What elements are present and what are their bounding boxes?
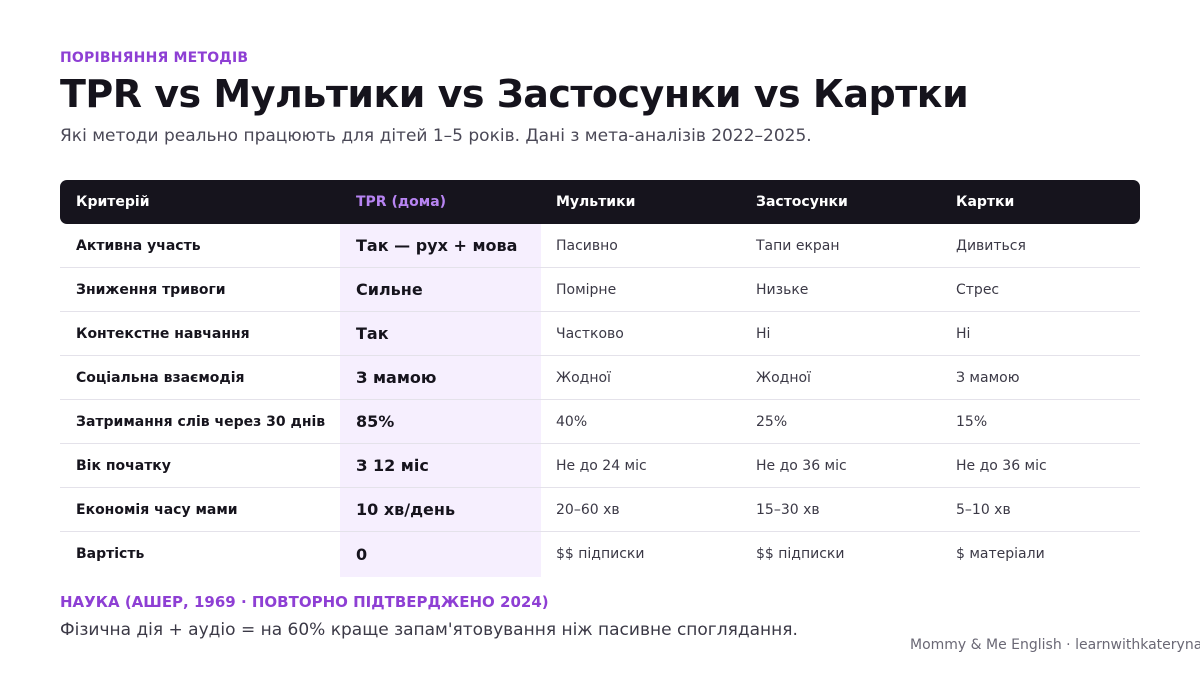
table-row: Затримання слів через 30 днів 85% 40% 25… <box>60 400 1140 444</box>
apps-cell: Тапи екран <box>756 237 840 254</box>
criterion-cell: Зниження тривоги <box>76 281 226 298</box>
tpr-cell: 85% <box>356 412 395 431</box>
science-heading: НАУКА (АШЕР, 1969 · ПОВТОРНО ПІДТВЕРДЖЕН… <box>60 593 549 611</box>
tpr-cell: 0 <box>356 544 368 564</box>
table-row: Вартість 0 $$ підписки $$ підписки $ мат… <box>60 532 1140 576</box>
table-row: Активна участь Так — рух + мова Пасивно … <box>60 224 1140 268</box>
flashcards-cell: Дивиться <box>956 237 1026 254</box>
tpr-column-highlight <box>340 224 541 577</box>
apps-cell: 25% <box>756 413 788 430</box>
criterion-cell: Соціальна взаємодія <box>76 369 245 386</box>
page-subtitle: Які методи реально працюють для дітей 1–… <box>60 126 812 146</box>
cartoons-cell: 20–60 хв <box>556 501 620 518</box>
apps-cell: Не до 36 міс <box>756 457 847 474</box>
criterion-cell: Затримання слів через 30 днів <box>76 413 326 430</box>
apps-cell: Низьке <box>756 281 809 298</box>
criterion-cell: Активна участь <box>76 237 201 254</box>
flashcards-cell: З мамою <box>956 369 1020 386</box>
eyebrow-label: ПОРІВНЯННЯ МЕТОДІВ <box>60 50 249 66</box>
column-header-tpr: TPR (дома) <box>356 194 447 210</box>
flashcards-cell: Не до 36 міс <box>956 457 1047 474</box>
footer-credit: Mommy & Me English · learnwithkateryna. <box>910 637 1200 653</box>
apps-cell: Жодної <box>756 369 811 386</box>
tpr-cell: Так <box>356 324 389 343</box>
flashcards-cell: Ні <box>956 325 971 342</box>
column-header-apps: Застосунки <box>756 194 848 210</box>
cartoons-cell: Жодної <box>556 369 611 386</box>
criterion-cell: Економія часу мами <box>76 501 238 518</box>
table-row: Економія часу мами 10 хв/день 20–60 хв 1… <box>60 488 1140 532</box>
tpr-cell: З мамою <box>356 368 437 387</box>
tpr-cell: З 12 міс <box>356 456 429 475</box>
flashcards-cell: $ матеріали <box>956 546 1045 562</box>
table-row: Вік початку З 12 міс Не до 24 міс Не до … <box>60 444 1140 488</box>
cartoons-cell: Частково <box>556 325 624 342</box>
cartoons-cell: Пасивно <box>556 237 618 254</box>
table-row: Соціальна взаємодія З мамою Жодної Жодно… <box>60 356 1140 400</box>
flashcards-cell: 15% <box>956 413 988 430</box>
cartoons-cell: Помірне <box>556 281 617 298</box>
criterion-cell: Контекстне навчання <box>76 325 250 342</box>
criterion-cell: Вік початку <box>76 457 171 474</box>
page-title: TPR vs Мультики vs Застосунки vs Картки <box>60 72 969 116</box>
tpr-cell: Так — рух + мова <box>356 236 518 255</box>
tpr-cell: 10 хв/день <box>356 500 456 519</box>
table-header: Критерій TPR (дома) Мультики Застосунки … <box>60 180 1140 224</box>
cartoons-cell: $$ підписки <box>556 546 645 562</box>
flashcards-cell: Стрес <box>956 281 1000 298</box>
science-text: Фізична дія + аудіо = на 60% краще запам… <box>60 620 798 640</box>
tpr-cell: Сильне <box>356 280 423 299</box>
criterion-cell: Вартість <box>76 546 145 562</box>
column-header-cartoons: Мультики <box>556 194 636 210</box>
column-header-criterion: Критерій <box>76 194 150 210</box>
apps-cell: Ні <box>756 325 771 342</box>
apps-cell: 15–30 хв <box>756 501 820 518</box>
cartoons-cell: Не до 24 міс <box>556 457 647 474</box>
table-row: Контекстне навчання Так Частково Ні Ні <box>60 312 1140 356</box>
flashcards-cell: 5–10 хв <box>956 501 1011 518</box>
comparison-table: Критерій TPR (дома) Мультики Застосунки … <box>60 180 1140 577</box>
column-header-flashcards: Картки <box>956 194 1015 210</box>
cartoons-cell: 40% <box>556 413 588 430</box>
apps-cell: $$ підписки <box>756 546 845 562</box>
table-row: Зниження тривоги Сильне Помірне Низьке С… <box>60 268 1140 312</box>
